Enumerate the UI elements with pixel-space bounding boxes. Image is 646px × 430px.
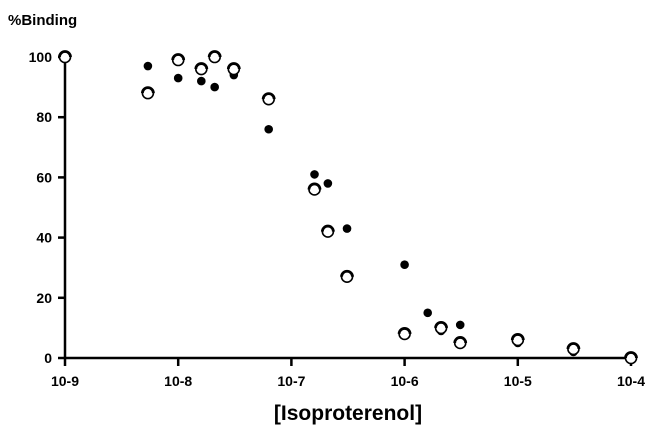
y-tick-label: 0 — [44, 350, 52, 366]
filled-circle-point — [173, 73, 183, 83]
filled-circle-point — [342, 224, 352, 233]
open-circle-point — [226, 62, 241, 76]
x-tick-label: 10-4 — [617, 373, 645, 389]
y-tick-label: 80 — [36, 109, 52, 125]
open-circle-shade — [320, 224, 335, 232]
x-tick-label: 10-8 — [164, 373, 192, 389]
open-circle-point — [453, 336, 468, 350]
open-circle-shade — [58, 50, 72, 58]
open-circle-shade — [434, 321, 448, 329]
open-circle-point — [566, 342, 581, 356]
data-points — [58, 50, 638, 365]
filled-circle-point — [197, 76, 206, 86]
open-circle-point — [340, 269, 354, 284]
open-circle-shade — [171, 53, 186, 61]
open-circle-point — [171, 53, 186, 67]
x-tick-label: 10-5 — [504, 373, 532, 389]
open-circle-shade — [207, 50, 222, 58]
open-circle-point — [320, 224, 335, 238]
open-circle-point — [58, 50, 72, 64]
open-circle-shade — [453, 336, 468, 344]
open-circle-point — [510, 333, 525, 347]
axes — [63, 55, 631, 360]
x-tick-label: 10-9 — [51, 373, 79, 389]
open-circle-shade — [397, 327, 412, 335]
y-tick-label: 20 — [36, 290, 52, 306]
x-tick-label: 10-6 — [391, 373, 419, 389]
open-circle-point — [194, 62, 209, 76]
open-circle-shade — [624, 351, 638, 359]
filled-circle-point — [143, 61, 153, 71]
open-circle-shade — [340, 269, 354, 277]
open-circle-point — [207, 50, 222, 64]
y-tick-label: 60 — [36, 169, 52, 185]
filled-circle-point — [423, 308, 433, 318]
open-circle-point — [624, 351, 638, 365]
ticks: 0 20 40 60 80 100 10-9 10-8 10-7 10-6 10-5 10-4 — [29, 49, 646, 389]
y-axis-title: %Binding — [8, 12, 77, 29]
open-circle-point — [434, 321, 448, 335]
filled-circle-point — [210, 82, 219, 92]
open-circle-shade — [566, 342, 581, 350]
open-circle-shade — [307, 182, 322, 190]
x-axis-title: [Isoproterenol] — [274, 402, 422, 425]
open-circle-shade — [226, 62, 241, 70]
open-circle-point — [397, 327, 412, 341]
filled-circle-point — [400, 260, 409, 269]
filled-circle-point — [310, 170, 319, 179]
y-tick-label: 40 — [36, 230, 52, 246]
filled-circle-point — [455, 320, 465, 330]
filled-circle-point — [323, 179, 333, 188]
filled-circle-point — [264, 124, 273, 134]
x-tick-label: 10-7 — [277, 373, 305, 389]
open-circle-point — [307, 182, 322, 196]
open-circle-shade — [261, 92, 276, 100]
open-circle-point — [141, 86, 155, 100]
open-circle-shade — [194, 62, 209, 70]
open-circle-shade — [141, 86, 155, 94]
open-circle-point — [261, 92, 276, 106]
open-circle-shade — [510, 333, 525, 341]
y-tick-label: 100 — [29, 49, 53, 65]
